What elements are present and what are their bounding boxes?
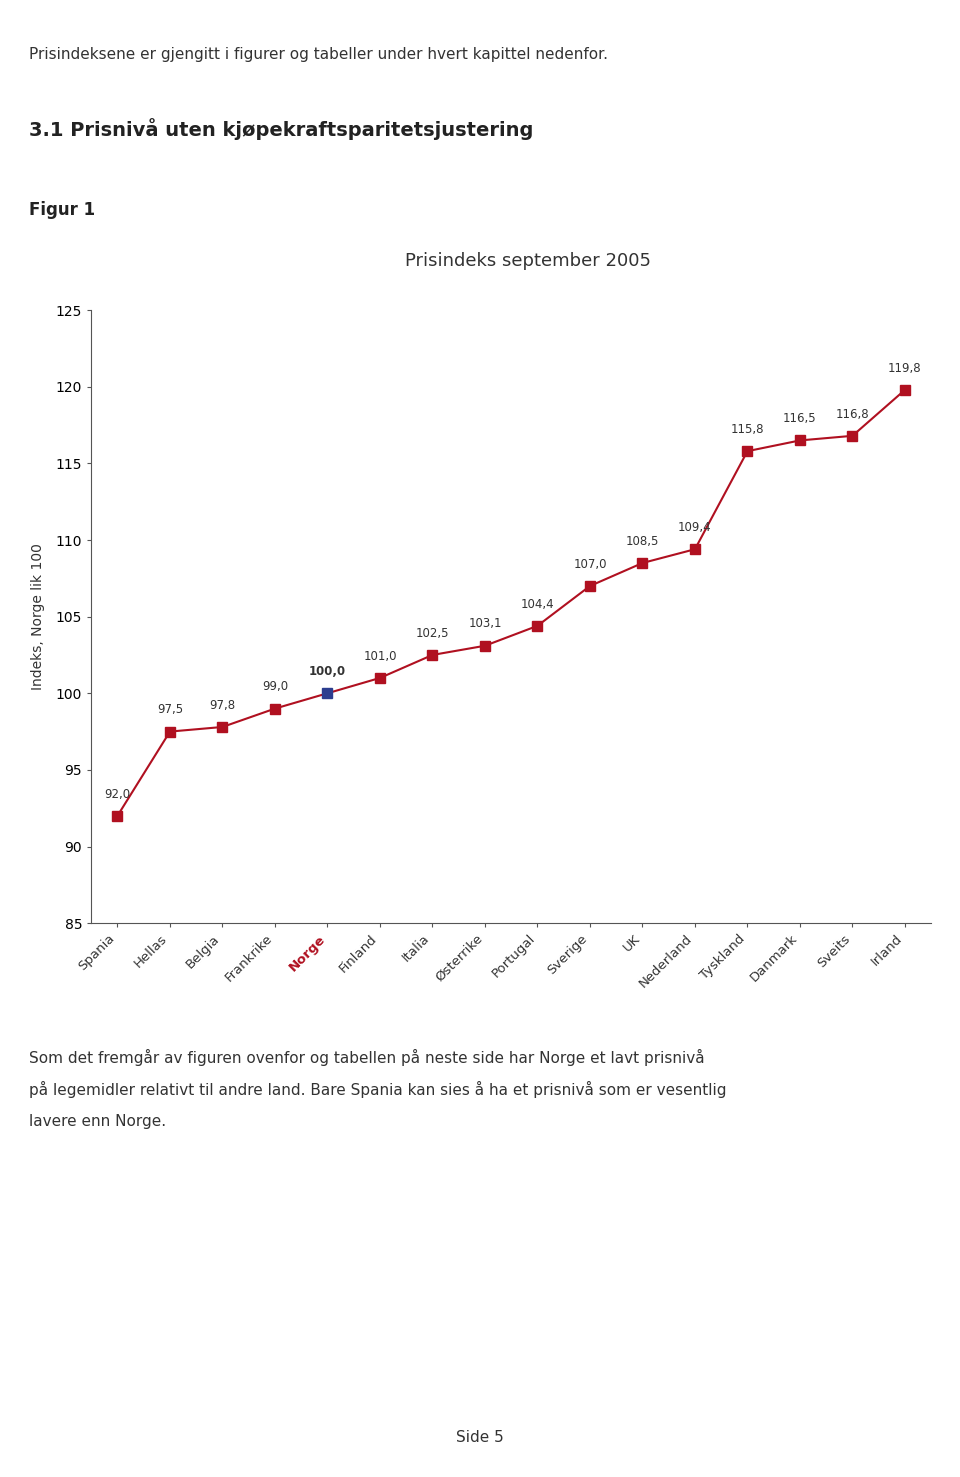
Text: på legemidler relativt til andre land. Bare Spania kan sies å ha et prisnivå som: på legemidler relativt til andre land. B… — [29, 1081, 727, 1099]
Text: Side 5: Side 5 — [456, 1430, 504, 1445]
Text: 102,5: 102,5 — [416, 626, 449, 640]
Text: 92,0: 92,0 — [105, 787, 131, 801]
Text: Prisindeks september 2005: Prisindeks september 2005 — [405, 253, 651, 270]
Text: Figur 1: Figur 1 — [29, 201, 95, 219]
Text: Som det fremgår av figuren ovenfor og tabellen på neste side har Norge et lavt p: Som det fremgår av figuren ovenfor og ta… — [29, 1049, 705, 1066]
Text: 3.1 Prisnivå uten kjøpekraftsparitetsjustering: 3.1 Prisnivå uten kjøpekraftsparitetsjus… — [29, 118, 533, 140]
Text: 107,0: 107,0 — [573, 558, 607, 570]
Text: 97,5: 97,5 — [156, 703, 183, 716]
Text: 115,8: 115,8 — [731, 422, 764, 436]
Text: Prisindeksene er gjengitt i figurer og tabeller under hvert kapittel nedenfor.: Prisindeksene er gjengitt i figurer og t… — [29, 47, 608, 62]
Text: 99,0: 99,0 — [262, 681, 288, 693]
Text: 109,4: 109,4 — [678, 521, 711, 533]
Text: 116,5: 116,5 — [783, 412, 817, 425]
Text: 101,0: 101,0 — [363, 650, 396, 663]
Text: 100,0: 100,0 — [309, 665, 346, 678]
Y-axis label: Indeks, Norge lik 100: Indeks, Norge lik 100 — [31, 544, 44, 690]
Text: 119,8: 119,8 — [888, 362, 922, 375]
Text: 104,4: 104,4 — [520, 598, 554, 610]
Text: 97,8: 97,8 — [209, 699, 235, 712]
Text: lavere enn Norge.: lavere enn Norge. — [29, 1114, 166, 1128]
Text: 108,5: 108,5 — [626, 535, 660, 548]
Text: 103,1: 103,1 — [468, 617, 502, 631]
Text: 116,8: 116,8 — [835, 408, 869, 421]
